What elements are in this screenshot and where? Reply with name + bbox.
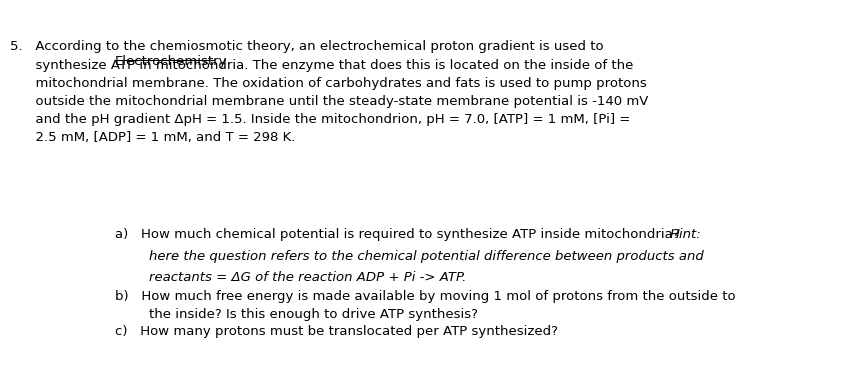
Text: Electrochemistry: Electrochemistry	[115, 55, 228, 68]
Text: c)   How many protons must be translocated per ATP synthesized?: c) How many protons must be translocated…	[115, 326, 558, 339]
Text: here the question refers to the chemical potential difference between products a: here the question refers to the chemical…	[115, 250, 704, 263]
Text: b)   How much free energy is made available by moving 1 mol of protons from the : b) How much free energy is made availabl…	[115, 290, 735, 321]
Text: a)   How much chemical potential is required to synthesize ATP inside mitochondr: a) How much chemical potential is requir…	[115, 228, 684, 241]
Text: reactants = ΔG of the reaction ADP + Pi -> ATP.: reactants = ΔG of the reaction ADP + Pi …	[115, 271, 467, 284]
Text: Hint:: Hint:	[669, 228, 701, 241]
Text: 5.   According to the chemiosmotic theory, an electrochemical proton gradient is: 5. According to the chemiosmotic theory,…	[10, 40, 649, 144]
